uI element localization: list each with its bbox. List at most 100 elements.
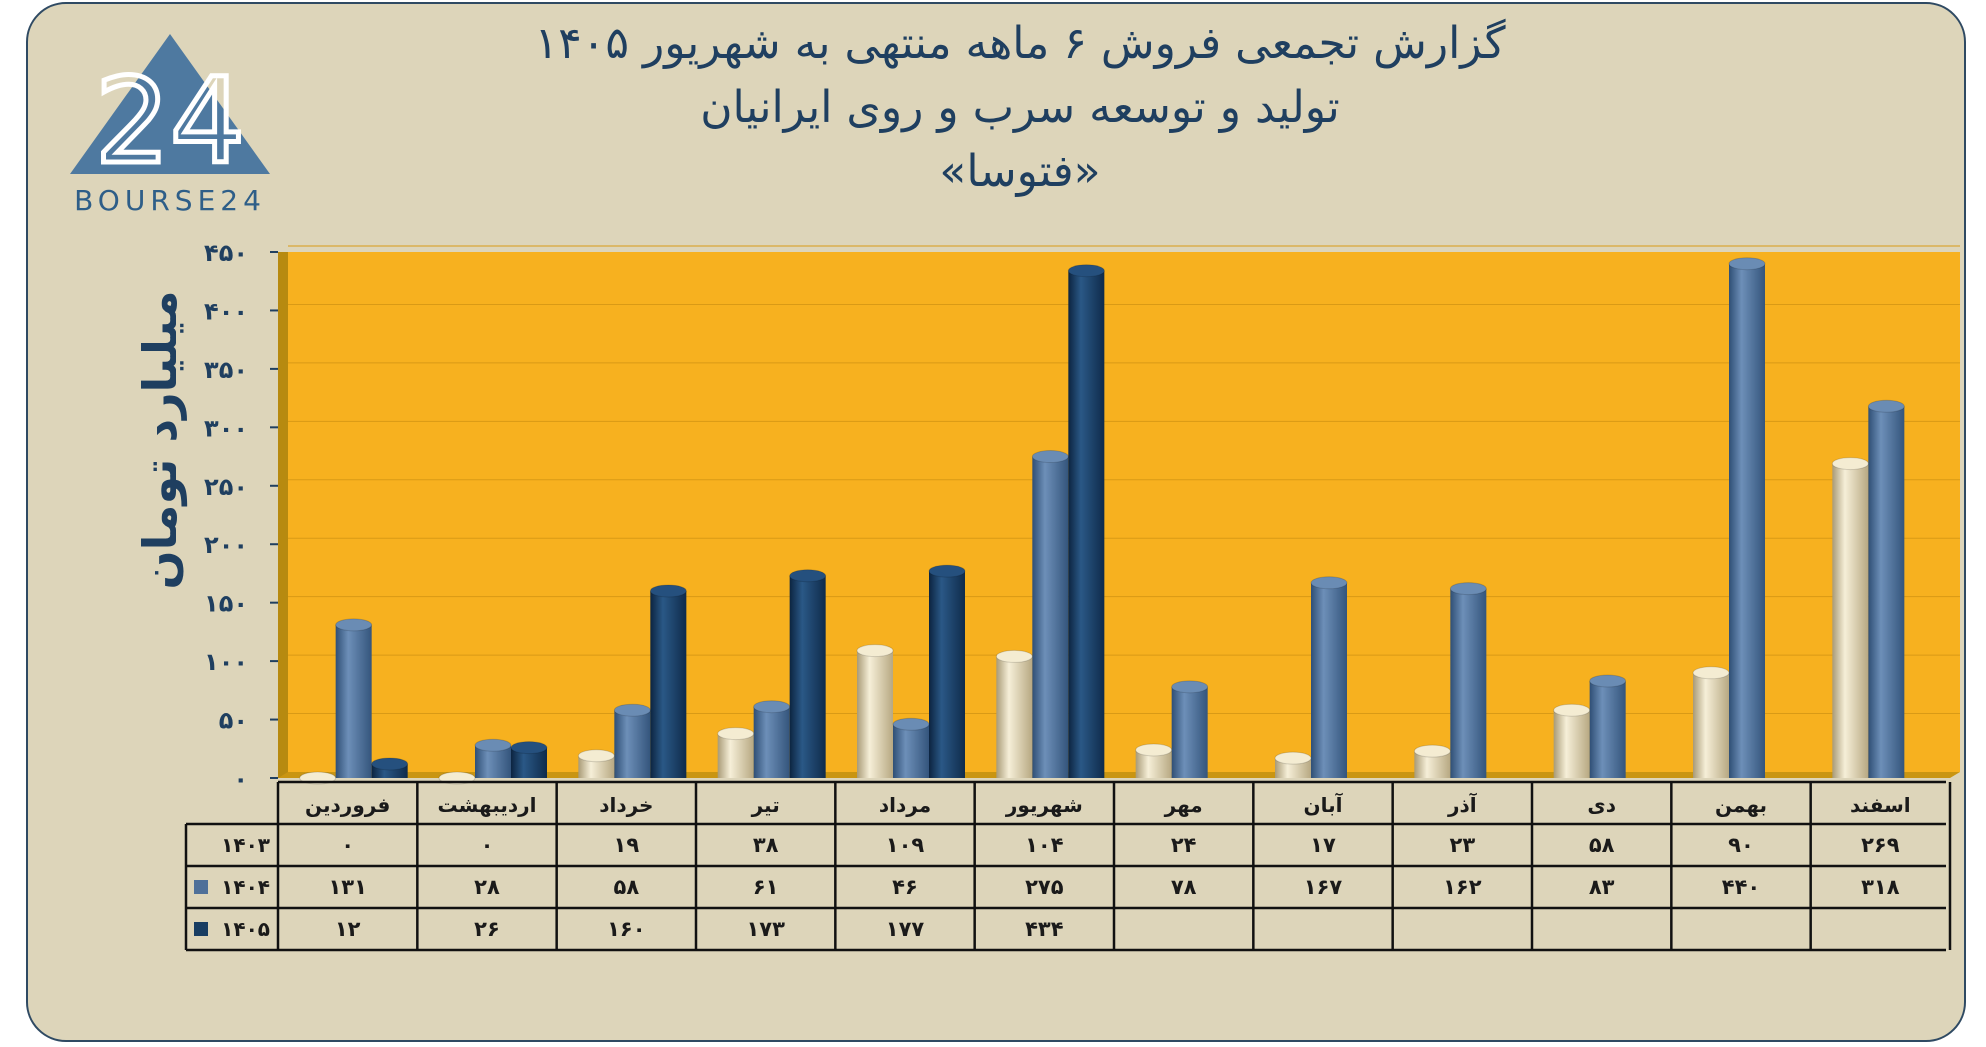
data-table-value: ۲۳	[1450, 833, 1476, 857]
plot-side-wall	[278, 252, 288, 778]
data-table-value: ۲۷۵	[1025, 875, 1064, 899]
bar-۱۴۰۳-بهمن	[1693, 672, 1729, 778]
x-category-label: شهریور	[1005, 793, 1083, 817]
x-category-label: بهمن	[1715, 793, 1767, 817]
logo-text: BOURSE24	[74, 184, 266, 217]
bar-۱۴۰۳-خرداد	[578, 755, 615, 778]
x-category-label: اسفند	[1850, 793, 1911, 817]
data-table-value: ۱۹	[614, 833, 640, 857]
bar-۱۴۰۵-خرداد	[650, 590, 687, 778]
y-tick-label: ۰	[233, 765, 248, 793]
legend-swatch-۱۴۰۵	[194, 922, 208, 936]
bar-۱۴۰۳-اسفند	[1832, 463, 1869, 778]
data-table-value: ۰	[341, 833, 354, 857]
bar-۱۴۰۵-مرداد	[929, 571, 965, 778]
logo-mark: 24	[95, 52, 245, 190]
x-category-label: آذر	[1447, 792, 1478, 817]
bar-cap	[928, 564, 966, 578]
bar-cap	[1449, 582, 1487, 596]
data-table-value: ۱۰۴	[1025, 833, 1064, 857]
bar-۱۴۰۴-آبان	[1311, 582, 1347, 778]
data-table-value: ۰	[481, 833, 494, 857]
bar-۱۴۰۳-تیر	[717, 733, 754, 778]
data-table-value: ۱۳۱	[328, 875, 366, 899]
bar-۱۴۰۴-شهریور	[1032, 456, 1069, 778]
data-table-value: ۲۸	[474, 875, 500, 899]
y-tick-label: ۴۵۰	[204, 239, 248, 267]
legend-label-۱۴۰۴: ۱۴۰۴	[221, 875, 270, 899]
bar-cap	[1031, 450, 1069, 464]
bar-cap	[1413, 744, 1451, 758]
data-table-value: ۴۶	[892, 875, 918, 899]
bar-cap	[649, 584, 687, 598]
y-tick-label: ۱۵۰	[204, 590, 248, 618]
x-category-label: اردیبهشت	[437, 793, 536, 817]
x-category-label: آبان	[1304, 792, 1344, 817]
data-table-value: ۸۳	[1589, 875, 1615, 899]
data-table-value: ۱۷	[1310, 833, 1336, 857]
bar-cap	[1692, 666, 1730, 680]
bar-cap	[1171, 680, 1209, 694]
y-tick-label: ۵۰	[219, 707, 248, 735]
y-tick-label: ۴۰۰	[204, 297, 248, 325]
y-tick-label: ۳۰۰	[204, 414, 248, 442]
x-category-label: تیر	[751, 793, 780, 817]
bar-cap	[613, 703, 651, 717]
data-table-value: ۳۱۸	[1861, 875, 1900, 899]
bar-۱۴۰۴-فروردین	[335, 624, 372, 778]
data-table-value: ۱۰۹	[886, 833, 925, 857]
bar-۱۴۰۴-اسفند	[1868, 406, 1905, 778]
y-tick-label: ۲۰۰	[204, 531, 248, 559]
data-table-value: ۱۲	[335, 917, 361, 941]
data-table-value: ۴۳۴	[1025, 917, 1064, 941]
bar-۱۴۰۳-مرداد	[857, 650, 893, 778]
bar-cap	[856, 644, 894, 658]
bar-cap	[717, 727, 755, 741]
bar-cap	[995, 649, 1033, 663]
bar-۱۴۰۴-بهمن	[1729, 263, 1765, 778]
bar-cap	[1867, 399, 1905, 413]
bar-۱۴۰۴-تیر	[753, 706, 790, 778]
legend-label-۱۴۰۳: ۱۴۰۳	[221, 833, 270, 857]
bar-۱۴۰۳-شهریور	[996, 656, 1033, 778]
bar-cap	[789, 569, 827, 583]
chart-symbol: «فتوسا»	[939, 146, 1101, 197]
bar-cap	[1274, 751, 1312, 765]
bourse24-logo: 24	[70, 34, 270, 193]
bar-cap	[1067, 264, 1105, 278]
data-table-value: ۱۶۰	[607, 917, 645, 941]
x-category-label: مرداد	[879, 793, 931, 817]
x-category-label: دی	[1587, 793, 1616, 817]
data-table-value: ۷۸	[1171, 875, 1197, 899]
legend-swatch-۱۴۰۴	[194, 880, 208, 894]
data-table-value: ۹۰	[1728, 833, 1754, 857]
bar-۱۴۰۴-مهر	[1171, 686, 1208, 778]
data-table-value: ۲۶	[474, 917, 500, 941]
plot-area	[288, 252, 1960, 772]
x-category-label: فروردین	[305, 793, 390, 817]
data-table-value: ۴۴۰	[1722, 875, 1760, 899]
bar-cap	[892, 717, 930, 731]
data-table-value: ۶۱	[753, 875, 779, 899]
bar-cap	[510, 741, 548, 755]
bar-cap	[1831, 457, 1869, 471]
data-table-value: ۱۶۷	[1304, 875, 1343, 899]
data-table-value: ۲۴	[1171, 833, 1197, 857]
bar-cap	[1728, 257, 1766, 271]
bar-cap	[335, 618, 373, 632]
bar-۱۴۰۴-مرداد	[893, 724, 929, 778]
bar-cap	[474, 738, 512, 752]
chart-subtitle: تولید و توسعه سرب و روی ایرانیان	[700, 82, 1340, 133]
data-table-value: ۵۸	[614, 875, 640, 899]
bar-cap	[371, 757, 409, 771]
y-tick-label: ۱۰۰	[204, 648, 248, 676]
bar-cap	[1553, 703, 1591, 717]
bar-cap	[753, 700, 791, 714]
bar-۱۴۰۵-شهریور	[1068, 270, 1105, 778]
bar-۱۴۰۵-تیر	[789, 575, 826, 778]
x-category-label: مهر	[1164, 793, 1203, 817]
bar-۱۴۰۴-آذر	[1450, 588, 1487, 778]
data-table-value: ۵۸	[1589, 833, 1615, 857]
data-table-value: ۲۶۹	[1861, 833, 1900, 857]
